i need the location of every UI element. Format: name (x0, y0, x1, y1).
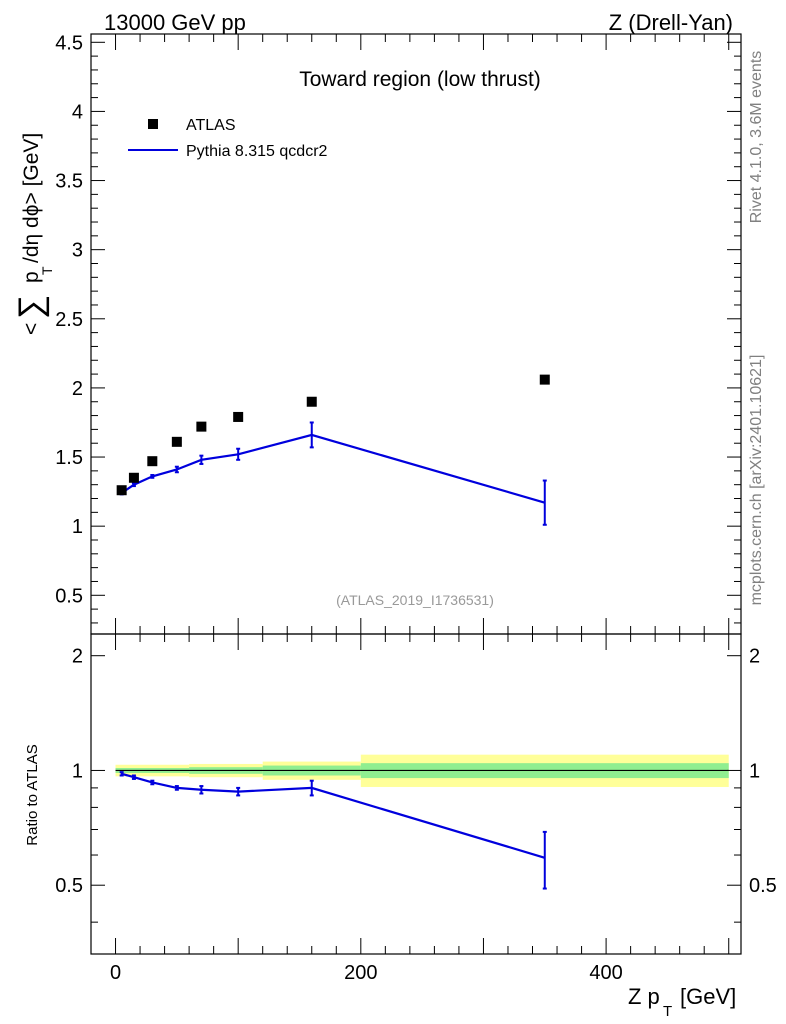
data-point (306, 396, 317, 407)
y-tick-label: 2.5 (55, 309, 83, 331)
y-label-rest: /dη dϕ> [GeV] (20, 133, 43, 263)
x-tick-label: 200 (344, 962, 377, 984)
chart-marks (116, 374, 550, 890)
legend-data-marker (148, 119, 158, 129)
ratio-y-tick-label-right: 1 (749, 760, 760, 782)
data-point (116, 485, 127, 496)
data-point (147, 456, 158, 467)
y-tick-label: 4.5 (55, 32, 83, 54)
y-tick-label: 3 (72, 240, 83, 262)
header-left: 13000 GeV pp (104, 10, 246, 35)
y-tick-label: 1 (72, 516, 83, 538)
ratio-y-tick-label: 0.5 (55, 875, 83, 897)
x-axis-label: Z p T [GeV] (628, 984, 736, 1020)
y-tick-label: 4 (72, 101, 83, 123)
source-note: mcplots.cern.ch [arXiv:2401.10621] (748, 355, 765, 606)
ratio-y-label: Ratio to ATLAS (24, 744, 41, 845)
ratio-mc-line (121, 772, 546, 859)
y-tick-label: 0.5 (55, 585, 83, 607)
y-tick-label: 2 (72, 378, 83, 400)
x-label-main: Z p (628, 984, 660, 1009)
y-axis-label: < ∑ p T /dη dϕ> [GeV] (12, 133, 55, 335)
axes-ticks: 0.5 1 1.5 2 2.5 3 3.5 4 4.5 0.5 0.5 1 1 2 2 0 200 400 (55, 32, 777, 984)
analysis-id: (ATLAS_2019_I1736531) (336, 592, 494, 608)
y-label-lt: < (20, 323, 43, 335)
data-point (539, 374, 550, 385)
data-point (233, 411, 244, 422)
y-label-sum: ∑ (12, 295, 50, 319)
y-tick-label: 1.5 (55, 447, 83, 469)
header-right: Z (Drell-Yan) (609, 10, 733, 35)
y-label-p: p (20, 271, 43, 283)
ratio-panel (115, 754, 729, 787)
legend-mc-label: Pythia 8.315 qcdcr2 (186, 143, 328, 160)
data-point (171, 436, 182, 447)
y-label-sub: T (39, 266, 55, 275)
mc-line (121, 433, 546, 504)
ratio-y-tick-label-right: 2 (749, 646, 760, 668)
x-tick-label: 0 (110, 962, 121, 984)
rivet-note: Rivet 4.1.0, 3.6M events (748, 51, 765, 224)
ratio-y-tick-label: 1 (72, 760, 83, 782)
ratio-frame (90, 633, 742, 955)
data-point (196, 421, 207, 432)
y-tick-label: 3.5 (55, 171, 83, 193)
legend-data-label: ATLAS (186, 117, 236, 134)
x-label-unit: [GeV] (680, 984, 736, 1009)
plot-title: Toward region (low thrust) (299, 68, 541, 91)
x-label-sub: T (663, 1003, 672, 1020)
data-point (128, 472, 139, 483)
x-tick-label: 400 (589, 962, 622, 984)
ratio-y-tick-label: 2 (72, 646, 83, 668)
ratio-y-tick-label-right: 0.5 (749, 875, 777, 897)
